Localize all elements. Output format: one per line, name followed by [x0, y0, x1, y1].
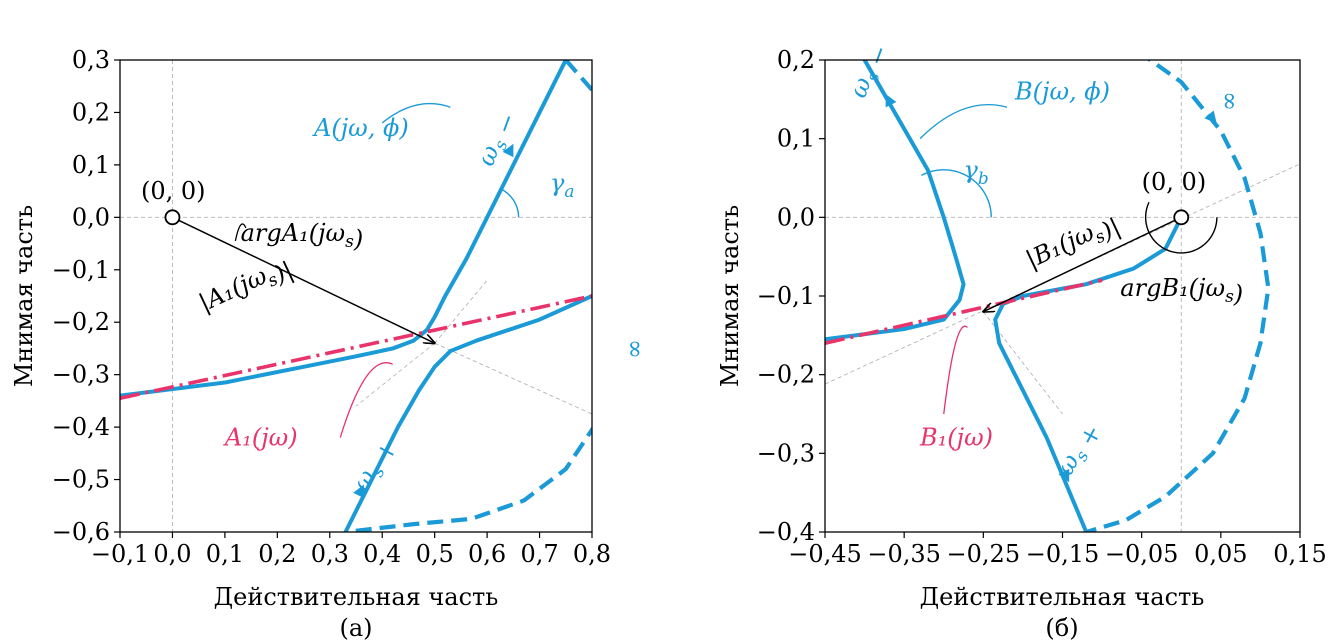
- panel-a-caption: (a): [339, 614, 372, 642]
- direction-arrow: [353, 484, 364, 499]
- y-tick-label: −0,6: [52, 518, 110, 546]
- panel-a-overlay: (0, 0) argA₁(jωs)|A₁(jωs)| A(jω, ϕ) A₁(jω) γ…: [141, 109, 648, 498]
- annotation: B(jω, ϕ): [1014, 77, 1110, 105]
- annotation: ∞: [1215, 91, 1243, 111]
- y-tick-label: 0,1: [72, 151, 110, 179]
- y-tick-label: −0,2: [52, 308, 110, 336]
- x-tick-label: −0,15: [1026, 540, 1100, 568]
- guide-line: [434, 279, 488, 344]
- annotation: argA₁(jωs): [241, 219, 364, 253]
- series-line: [120, 60, 568, 398]
- annotation: ωs −: [844, 39, 895, 103]
- direction-arrow: [609, 362, 623, 376]
- x-tick-label: 0,3: [311, 540, 349, 568]
- x-tick-label: 0,0: [153, 540, 191, 568]
- direction-arrow: [1204, 110, 1217, 124]
- x-tick-label: 0,7: [520, 540, 558, 568]
- x-tick-label: −0,1: [91, 540, 149, 568]
- y-tick-label: 0,1: [777, 125, 815, 153]
- annotation: A₁(jω): [223, 423, 298, 451]
- annotation: argB₁(jωs): [1120, 274, 1243, 308]
- leader-line: [919, 104, 1008, 140]
- panel-a-ylabel: Мнимая часть: [10, 205, 38, 387]
- x-tick-label: −0,05: [1105, 540, 1179, 568]
- x-tick-label: 0,1: [206, 540, 244, 568]
- x-tick-label: 0,15: [1273, 540, 1326, 568]
- annotation: γb: [964, 156, 989, 189]
- series-line: [120, 294, 592, 401]
- x-tick-label: 0,6: [468, 540, 506, 568]
- panel-a-series: [120, 60, 592, 532]
- panel-b: (0, 0)|B₁(jωs)|argB₁(jωs)B(jω, ϕ)B₁(jω)γ…: [716, 39, 1327, 642]
- annotation: (0, 0): [141, 177, 206, 205]
- x-tick-label: 0,2: [258, 540, 296, 568]
- vector-arrow: [983, 216, 1182, 311]
- x-tick-label: −0,45: [788, 540, 862, 568]
- panel-b-extras: [885, 93, 1218, 483]
- guide-line: [355, 342, 435, 407]
- panel-a-extras: [172, 102, 623, 499]
- y-tick-label: −0,1: [757, 282, 815, 310]
- y-tick-label: −0,4: [757, 518, 815, 546]
- leader-line: [234, 223, 247, 242]
- leader-line: [381, 102, 451, 124]
- direction-arrow: [885, 93, 897, 108]
- angle-arc: [1144, 202, 1218, 254]
- y-tick-label: −0,2: [757, 361, 815, 389]
- y-tick-label: −0,4: [52, 413, 110, 441]
- angle-arc: [921, 169, 992, 218]
- panel-b-caption: (б): [1045, 614, 1078, 642]
- direction-arrow: [502, 143, 514, 158]
- y-tick-label: 0,0: [777, 203, 815, 231]
- direction-arrow: [1058, 468, 1070, 483]
- panel-b-overlay: (0, 0)|B₁(jωs)|argB₁(jωs)B(jω, ϕ)B₁(jω)γ…: [844, 39, 1243, 480]
- origin-marker: [164, 209, 181, 226]
- x-tick-label: 0,4: [363, 540, 401, 568]
- panel-a-ticks: −0,1 0,0 0,1 0,2 0,3 0,4 0,5 0,6 0,7 0,8−0,6−0,5−…: [52, 46, 611, 568]
- guide-line: [434, 342, 592, 415]
- x-tick-label: 0,5: [416, 540, 454, 568]
- panel-b-ticks: −0,45 −0,35 −0,25 −0,15 −0,05 0,05 0,15 −0,4 −0,…: [757, 46, 1327, 568]
- series-line: [864, 60, 1271, 532]
- annotation: γa: [550, 169, 574, 202]
- angle-arc: [501, 188, 520, 218]
- series-line: [825, 278, 1103, 345]
- y-tick-label: 0,2: [72, 98, 110, 126]
- panel-b-xlabel: Действительная часть: [920, 583, 1205, 611]
- annotation: A(jω, ϕ): [312, 114, 409, 142]
- origin-marker: [1173, 209, 1190, 226]
- panel-a-frame: [119, 59, 593, 533]
- series-line: [343, 294, 592, 532]
- panel-a-xlabel: Действительная часть: [214, 583, 499, 611]
- x-tick-label: −0,35: [867, 540, 941, 568]
- annotation: (0, 0): [1142, 168, 1207, 196]
- vector-arrow: [172, 216, 434, 343]
- annotation: ∞: [620, 339, 648, 359]
- annotation: B₁(jω): [919, 423, 993, 451]
- annotation: |A₁(jωs)|: [195, 251, 298, 324]
- panel-b-series: [825, 60, 1271, 532]
- leader-line: [943, 325, 968, 415]
- x-tick-label: 0,05: [1194, 540, 1247, 568]
- x-tick-label: −0,25: [947, 540, 1021, 568]
- panel-a-guides: [120, 60, 592, 532]
- series-line: [825, 60, 966, 342]
- y-tick-label: −0,1: [52, 256, 110, 284]
- x-tick-label: 0,8: [573, 540, 611, 568]
- y-tick-label: −0,3: [52, 361, 110, 389]
- panel-a: (0, 0) argA₁(jωs)|A₁(jωs)| A(jω, ϕ) A₁(jω) γ…: [10, 46, 648, 642]
- annotation: ωs +: [347, 433, 403, 498]
- panel-b-ylabel: Мнимая часть: [716, 205, 744, 387]
- series-line: [993, 215, 1184, 532]
- y-tick-label: −0,5: [52, 466, 110, 494]
- leader-line: [339, 362, 393, 438]
- y-tick-label: 0,2: [777, 46, 815, 74]
- y-tick-label: −0,3: [757, 439, 815, 467]
- y-tick-label: 0,0: [72, 203, 110, 231]
- y-tick-label: 0,3: [72, 46, 110, 74]
